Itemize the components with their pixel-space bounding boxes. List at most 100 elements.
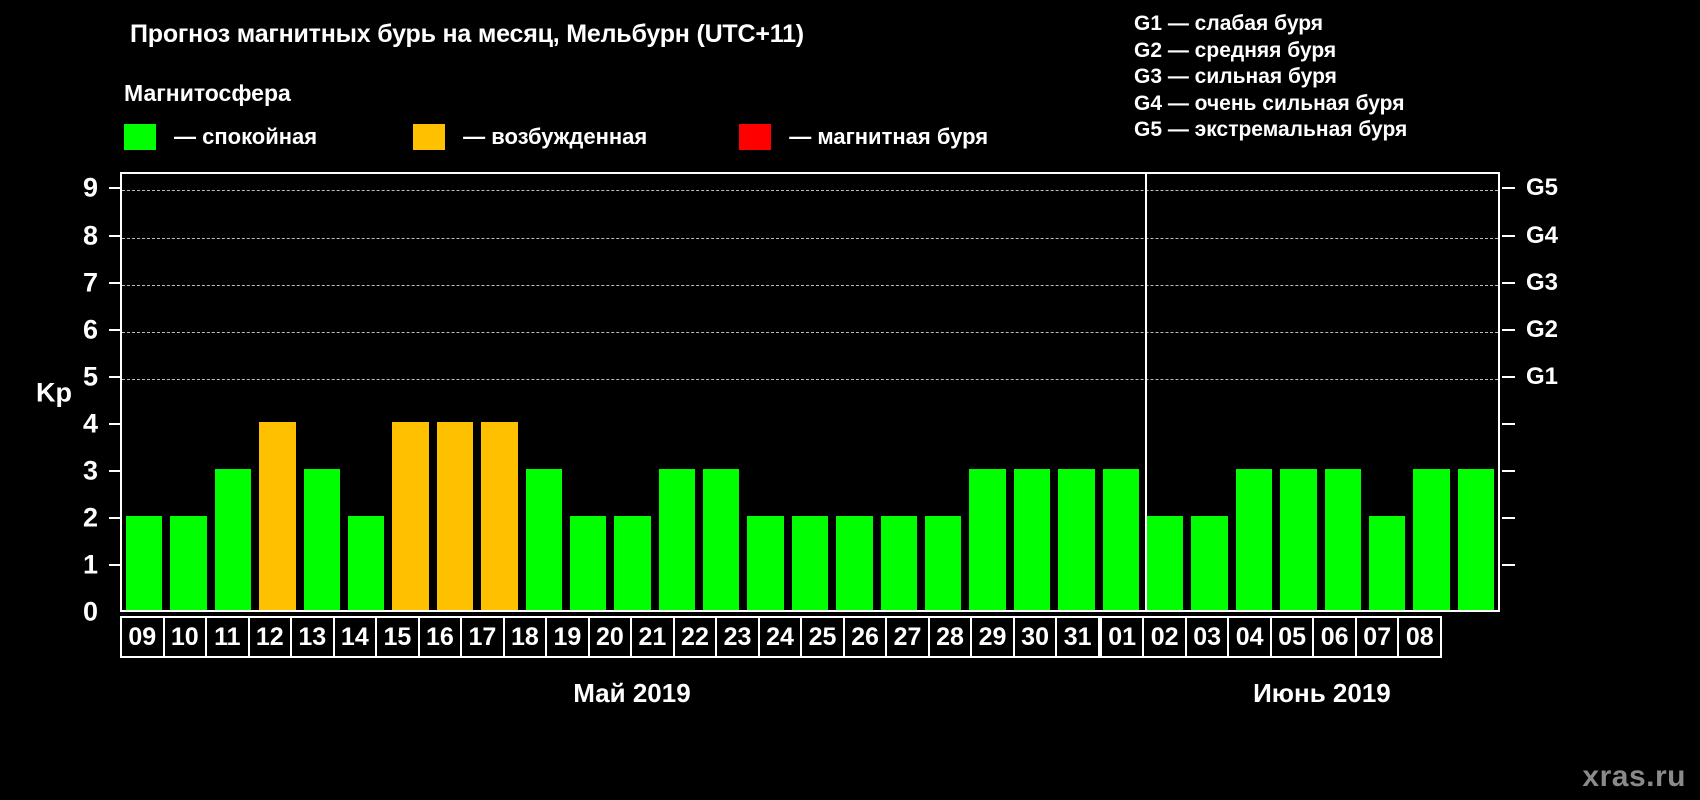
day-label-cell-06: 06 xyxy=(1312,616,1357,658)
plot-area xyxy=(120,172,1500,612)
bar-day-14 xyxy=(347,515,385,610)
day-label-cell-01: 01 xyxy=(1099,616,1145,658)
bar-day-10 xyxy=(170,515,207,610)
day-label-row: 09 10 11 12 13 14 15 16 17 18 19 20 21 22 23 24 25 26 27 28… xyxy=(120,616,1500,658)
bar-cell xyxy=(566,174,610,610)
bar-day-26 xyxy=(880,515,918,610)
bar-cell xyxy=(832,174,876,610)
day-label-text: 10 xyxy=(170,622,199,651)
bar-cell xyxy=(1276,174,1320,610)
day-label-text: 08 xyxy=(1405,622,1434,651)
day-label-cell-16: 16 xyxy=(417,616,463,658)
bar-cell xyxy=(1365,174,1409,610)
legend-swatch-storm-icon xyxy=(739,124,772,150)
bar-cell xyxy=(1409,174,1453,610)
day-label-text: 29 xyxy=(978,622,1007,651)
y-tick-label-0: 0 xyxy=(82,596,98,627)
g-tick-label-G3: G3 xyxy=(1526,268,1559,296)
day-label-text: 09 xyxy=(128,622,157,651)
day-label-cell-23: 23 xyxy=(715,616,760,658)
bar-day-23 xyxy=(747,515,784,610)
day-label-cell-19: 19 xyxy=(545,616,590,658)
day-label-text: 28 xyxy=(936,622,964,651)
day-label-text: 24 xyxy=(766,622,794,651)
day-label-cell-02: 02 xyxy=(1142,616,1187,658)
storm-scale-legend: G1 — слабая буря G2 — средняя буря G3 — … xyxy=(1134,11,1407,144)
day-label-cell-03: 03 xyxy=(1184,616,1230,658)
bar-cell xyxy=(344,174,388,610)
legend-label-unsettled: — возбужденная xyxy=(463,124,648,149)
bar-cell xyxy=(877,174,921,610)
day-label-cell-10: 10 xyxy=(162,616,208,658)
bar-cell xyxy=(921,174,965,610)
bar-cell xyxy=(1010,174,1054,610)
y-tick-mark-1 xyxy=(109,563,120,566)
g-axis-minor-tick-kp-4 xyxy=(1502,422,1515,425)
day-label-text: 18 xyxy=(510,622,539,651)
day-label-cell-21: 21 xyxy=(630,616,675,658)
bar-cell xyxy=(610,174,654,610)
day-label-text: 20 xyxy=(596,622,624,651)
bar-day-03 xyxy=(1235,468,1273,610)
gridline-kp-7 xyxy=(122,284,1498,286)
day-label-cell-30: 30 xyxy=(1012,616,1058,658)
day-label-text: 22 xyxy=(681,622,709,651)
day-label-cell-26: 26 xyxy=(842,616,888,658)
watermark: xras.ru xyxy=(1582,760,1686,793)
day-label-cell-13: 13 xyxy=(290,616,335,658)
legend-item-unsettled: — возбужденная xyxy=(413,124,647,150)
bar-day-28 xyxy=(969,468,1006,610)
day-label-cell-24: 24 xyxy=(757,616,803,658)
month-caption-1: Июнь 2019 xyxy=(1253,678,1391,708)
g-tick-mark-G3 xyxy=(1502,281,1515,284)
bar-day-12 xyxy=(259,421,296,610)
day-label-text: 04 xyxy=(1235,622,1264,651)
bar-cell xyxy=(1232,174,1276,610)
bar-day-20 xyxy=(614,515,651,610)
day-label-text: 14 xyxy=(340,622,369,651)
bar-series xyxy=(122,174,1498,610)
bar-cell xyxy=(655,174,699,610)
day-label-text: 15 xyxy=(383,622,412,651)
g-tick-label-G1: G1 xyxy=(1526,362,1559,390)
bar-day-02 xyxy=(1191,515,1228,610)
bar-day-22 xyxy=(703,468,740,610)
bar-cell xyxy=(433,174,477,610)
y-tick-label-4: 4 xyxy=(82,408,98,439)
page-title: Прогноз магнитных бурь на месяц, Мельбур… xyxy=(130,20,804,48)
bar-cell xyxy=(300,174,344,610)
bar-cell xyxy=(1099,174,1143,610)
day-label-cell-17: 17 xyxy=(460,616,505,658)
y-tick-mark-6 xyxy=(109,328,120,331)
bar-cell xyxy=(1187,174,1231,610)
magnetosphere-legend: — спокойная — возбужденная — магнитная б… xyxy=(124,120,988,154)
y-tick-label-5: 5 xyxy=(82,361,98,392)
y-tick-label-9: 9 xyxy=(82,172,98,203)
day-label-cell-05: 05 xyxy=(1269,616,1315,658)
day-label-cell-07: 07 xyxy=(1354,616,1400,658)
bar-day-24 xyxy=(791,515,829,610)
day-label-text: 21 xyxy=(638,622,667,651)
gridline-kp-6 xyxy=(122,331,1498,333)
bar-day-08 xyxy=(1457,468,1495,610)
day-label-text: 07 xyxy=(1363,622,1392,651)
day-label-text: 25 xyxy=(808,622,837,651)
day-label-text: 06 xyxy=(1320,622,1349,651)
y-tick-mark-7 xyxy=(109,281,120,284)
bar-day-11 xyxy=(214,468,252,610)
g-tick-mark-G4 xyxy=(1502,234,1515,237)
y-tick-mark-5 xyxy=(109,375,120,378)
day-label-text: 17 xyxy=(468,622,497,651)
bar-day-18 xyxy=(525,468,562,610)
month-caption-0: Май 2019 xyxy=(573,678,691,708)
legend-label-storm: — магнитная буря xyxy=(789,124,989,149)
legend-item-quiet: — спокойная xyxy=(124,124,317,150)
g-tick-mark-G5 xyxy=(1502,187,1515,190)
bar-cell xyxy=(743,174,787,610)
bar-day-13 xyxy=(303,468,340,610)
storm-scale-line-g5: G5 — экстремальная буря xyxy=(1134,118,1408,141)
month-divider xyxy=(1144,174,1147,610)
day-label-text: 31 xyxy=(1063,622,1092,651)
g-tick-label-G2: G2 xyxy=(1526,315,1559,343)
bar-day-05 xyxy=(1324,468,1361,610)
